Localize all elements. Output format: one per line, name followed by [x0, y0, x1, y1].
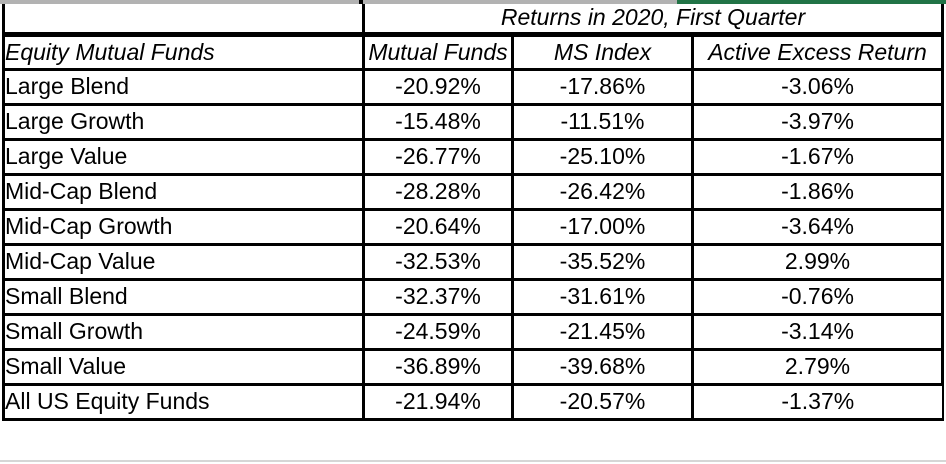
- active-excess-return-cell[interactable]: -3.06%: [690, 67, 945, 106]
- active-excess-return-cell[interactable]: -1.67%: [690, 137, 945, 176]
- table-title-row: Returns in 2020, First Quarter: [2, 4, 945, 37]
- empty-corner-cell[interactable]: [2, 4, 365, 37]
- table-row: Small Value -36.89% -39.68% 2.79%: [2, 347, 945, 386]
- table-header-row: Equity Mutual Funds Mutual Funds MS Inde…: [2, 32, 945, 71]
- fund-category-cell[interactable]: Mid-Cap Blend: [2, 172, 365, 211]
- ms-index-return-cell[interactable]: -31.61%: [511, 277, 694, 316]
- table-title[interactable]: Returns in 2020, First Quarter: [361, 4, 945, 37]
- fund-category-cell[interactable]: Large Blend: [2, 67, 365, 106]
- excel-titlebar-green-strip: [677, 0, 946, 4]
- column-header-equity-mutual-funds[interactable]: Equity Mutual Funds: [2, 32, 365, 71]
- mutual-funds-return-cell[interactable]: -26.77%: [362, 137, 514, 176]
- returns-table: Returns in 2020, First Quarter Equity Mu…: [2, 4, 945, 421]
- ms-index-return-cell[interactable]: -25.10%: [511, 137, 694, 176]
- mutual-funds-return-cell[interactable]: -36.89%: [362, 347, 514, 386]
- column-header-active-excess-return[interactable]: Active Excess Return: [690, 32, 945, 71]
- table-row: Small Growth -24.59% -21.45% -3.14%: [2, 312, 945, 351]
- table-row: Small Blend -32.37% -31.61% -0.76%: [2, 277, 945, 316]
- ms-index-return-cell[interactable]: -26.42%: [511, 172, 694, 211]
- mutual-funds-return-cell[interactable]: -32.37%: [362, 277, 514, 316]
- ms-index-return-cell[interactable]: -39.68%: [511, 347, 694, 386]
- column-header-ms-index[interactable]: MS Index: [511, 32, 694, 71]
- fund-category-cell[interactable]: Mid-Cap Value: [2, 242, 365, 281]
- ms-index-return-cell[interactable]: -20.57%: [511, 382, 694, 421]
- mutual-funds-return-cell[interactable]: -15.48%: [362, 102, 514, 141]
- column-divider-notch: [359, 0, 363, 4]
- table-row: All US Equity Funds -21.94% -20.57% -1.3…: [2, 382, 944, 421]
- mutual-funds-return-cell[interactable]: -28.28%: [362, 172, 514, 211]
- ms-index-return-cell[interactable]: -21.45%: [511, 312, 694, 351]
- fund-category-cell[interactable]: Small Blend: [2, 277, 365, 316]
- mutual-funds-return-cell[interactable]: -32.53%: [362, 242, 514, 281]
- table-row: Mid-Cap Growth -20.64% -17.00% -3.64%: [2, 207, 945, 246]
- fund-category-cell[interactable]: Small Growth: [2, 312, 365, 351]
- table-row: Large Value -26.77% -25.10% -1.67%: [2, 137, 945, 176]
- active-excess-return-cell[interactable]: -3.14%: [690, 312, 945, 351]
- table-row: Large Blend -20.92% -17.86% -3.06%: [2, 67, 945, 106]
- fund-category-cell[interactable]: Small Value: [2, 347, 365, 386]
- active-excess-return-cell[interactable]: -3.97%: [690, 102, 945, 141]
- table-row: Mid-Cap Blend -28.28% -26.42% -1.86%: [2, 172, 945, 211]
- ms-index-return-cell[interactable]: -35.52%: [511, 242, 694, 281]
- active-excess-return-cell[interactable]: -0.76%: [690, 277, 945, 316]
- active-excess-return-cell[interactable]: -1.86%: [690, 172, 945, 211]
- worksheet-edge-gray-strip: [0, 0, 677, 4]
- mutual-funds-return-cell[interactable]: -20.92%: [362, 67, 514, 106]
- mutual-funds-return-cell[interactable]: -20.64%: [362, 207, 514, 246]
- fund-category-cell[interactable]: Large Value: [2, 137, 365, 176]
- ms-index-return-cell[interactable]: -17.00%: [511, 207, 694, 246]
- mutual-funds-return-cell[interactable]: -24.59%: [362, 312, 514, 351]
- fund-category-cell[interactable]: Mid-Cap Growth: [2, 207, 365, 246]
- table-row: Mid-Cap Value -32.53% -35.52% 2.99%: [2, 242, 945, 281]
- table-row: Large Growth -15.48% -11.51% -3.97%: [2, 102, 945, 141]
- mutual-funds-return-cell[interactable]: -21.94%: [362, 382, 514, 421]
- active-excess-return-cell[interactable]: -1.37%: [690, 382, 944, 421]
- active-excess-return-cell[interactable]: 2.79%: [690, 347, 945, 386]
- column-header-mutual-funds[interactable]: Mutual Funds: [362, 32, 514, 71]
- active-excess-return-cell[interactable]: 2.99%: [690, 242, 945, 281]
- ms-index-return-cell[interactable]: -17.86%: [511, 67, 694, 106]
- worksheet-gridline: [0, 460, 946, 462]
- fund-category-cell[interactable]: All US Equity Funds: [2, 382, 365, 421]
- active-excess-return-cell[interactable]: -3.64%: [690, 207, 945, 246]
- fund-category-cell[interactable]: Large Growth: [2, 102, 365, 141]
- ms-index-return-cell[interactable]: -11.51%: [511, 102, 694, 141]
